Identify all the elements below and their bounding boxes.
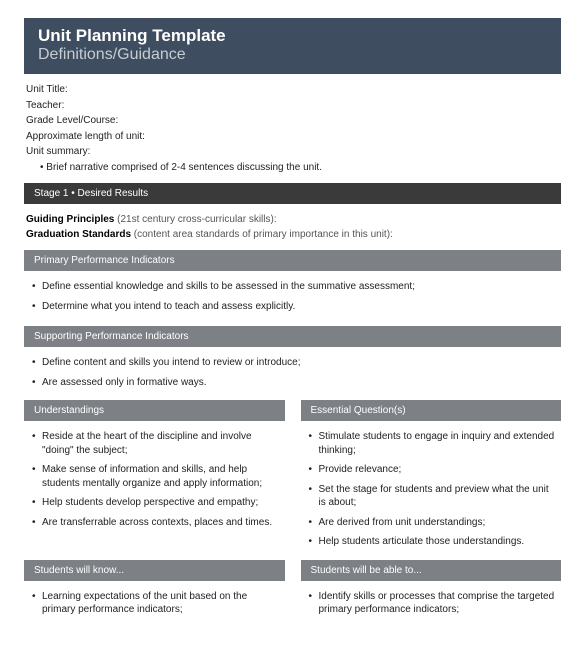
primary-perf-list: Define essential knowledge and skills to…: [24, 271, 561, 324]
guiding-principles: Guiding Principles (21st century cross-c…: [26, 212, 559, 227]
meta-teacher: Teacher:: [26, 98, 561, 114]
list-item: Identify skills or processes that compri…: [307, 587, 556, 620]
stage1-header: Stage 1 • Desired Results: [24, 183, 561, 204]
essential-q-header: Essential Question(s): [301, 400, 562, 421]
list-item: Learning expectations of the unit based …: [30, 587, 279, 620]
title-line2: Definitions/Guidance: [38, 46, 547, 64]
meta-length: Approximate length of unit:: [26, 129, 561, 145]
col-understandings: Understandings Reside at the heart of th…: [24, 400, 285, 560]
meta-unit-title: Unit Title:: [26, 82, 561, 98]
understandings-header: Understandings: [24, 400, 285, 421]
list-item: Define essential knowledge and skills to…: [30, 277, 555, 297]
graduation-standards: Graduation Standards (content area stand…: [26, 227, 559, 242]
list-item: Define content and skills you intend to …: [30, 353, 555, 373]
list-item: Stimulate students to engage in inquiry …: [307, 427, 556, 460]
know-header: Students will know...: [24, 560, 285, 581]
meta-summary-sub: • Brief narrative comprised of 2-4 sente…: [26, 160, 561, 176]
page: Unit Planning Template Definitions/Guida…: [0, 0, 585, 628]
list-item: Are assessed only in formative ways.: [30, 373, 555, 393]
list-item: Set the stage for students and preview w…: [307, 480, 556, 513]
know-list: Learning expectations of the unit based …: [24, 581, 285, 628]
list-item: Are derived from unit understandings;: [307, 513, 556, 533]
guiding-paren: (21st century cross-curricular skills):: [114, 214, 276, 225]
understandings-list: Reside at the heart of the discipline an…: [24, 421, 285, 540]
supporting-perf-list: Define content and skills you intend to …: [24, 347, 561, 400]
essential-q-list: Stimulate students to engage in inquiry …: [301, 421, 562, 560]
meta-summary-sub-text: Brief narrative comprised of 2-4 sentenc…: [46, 162, 322, 173]
list-item: Are transferrable across contexts, place…: [30, 513, 279, 533]
two-col-2: Students will know... Learning expectati…: [24, 560, 561, 628]
list-item: Help students develop perspective and em…: [30, 493, 279, 513]
meta-summary: Unit summary:: [26, 144, 561, 160]
supporting-perf-header: Supporting Performance Indicators: [24, 326, 561, 347]
col-know: Students will know... Learning expectati…: [24, 560, 285, 628]
primary-perf-header: Primary Performance Indicators: [24, 250, 561, 271]
col-essential-q: Essential Question(s) Stimulate students…: [301, 400, 562, 560]
two-col-1: Understandings Reside at the heart of th…: [24, 400, 561, 560]
grad-label: Graduation Standards: [26, 229, 131, 240]
title-line1: Unit Planning Template: [38, 26, 547, 46]
list-item: Make sense of information and skills, an…: [30, 460, 279, 493]
able-header: Students will be able to...: [301, 560, 562, 581]
guiding-label: Guiding Principles: [26, 214, 114, 225]
list-item: Help students articulate those understan…: [307, 532, 556, 552]
principles-block: Guiding Principles (21st century cross-c…: [24, 210, 561, 248]
meta-block: Unit Title: Teacher: Grade Level/Course:…: [24, 74, 561, 181]
list-item: Provide relevance;: [307, 460, 556, 480]
list-item: Determine what you intend to teach and a…: [30, 297, 555, 317]
list-item: Reside at the heart of the discipline an…: [30, 427, 279, 460]
able-list: Identify skills or processes that compri…: [301, 581, 562, 628]
title-banner: Unit Planning Template Definitions/Guida…: [24, 18, 561, 74]
meta-grade: Grade Level/Course:: [26, 113, 561, 129]
col-able: Students will be able to... Identify ski…: [301, 560, 562, 628]
grad-paren: (content area standards of primary impor…: [131, 229, 393, 240]
